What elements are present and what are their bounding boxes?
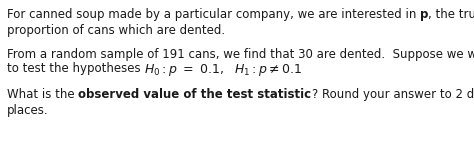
Text: p: p — [420, 8, 428, 21]
Text: What is the: What is the — [7, 88, 78, 101]
Text: , the true: , the true — [428, 8, 474, 21]
Text: $H_0 : p\ =\ 0.1,\ \ H_1 : p \neq 0.1$: $H_0 : p\ =\ 0.1,\ \ H_1 : p \neq 0.1$ — [145, 62, 303, 78]
Text: From a random sample of 191 cans, we find that 30 are dented.  Suppose we wish: From a random sample of 191 cans, we fin… — [7, 48, 474, 61]
Text: ? Round your answer to 2 decimal: ? Round your answer to 2 decimal — [311, 88, 474, 101]
Text: For canned soup made by a particular company, we are interested in: For canned soup made by a particular com… — [7, 8, 420, 21]
Text: places.: places. — [7, 104, 49, 117]
Text: observed value of the test statistic: observed value of the test statistic — [78, 88, 311, 101]
Text: proportion of cans which are dented.: proportion of cans which are dented. — [7, 24, 225, 37]
Text: to test the hypotheses: to test the hypotheses — [7, 62, 145, 75]
